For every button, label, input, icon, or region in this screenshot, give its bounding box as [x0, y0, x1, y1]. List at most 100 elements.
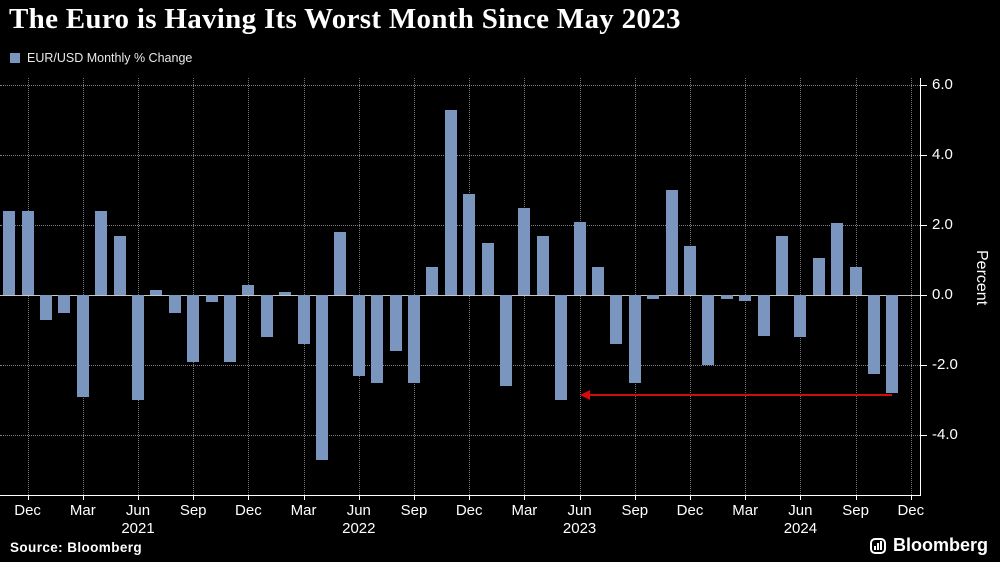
x-tick-mark: [634, 496, 636, 500]
x-year-label: 2021: [121, 520, 155, 537]
y-axis-title: Percent: [973, 250, 990, 306]
x-tick-label: Dec: [235, 502, 262, 519]
bar: [426, 267, 439, 296]
bar: [831, 223, 844, 296]
x-year-label: 2022: [342, 520, 376, 537]
gridline-h: [0, 155, 920, 157]
y-tick-label: 6.0: [932, 76, 953, 93]
bar: [849, 267, 862, 296]
bar: [812, 258, 825, 296]
bloomberg-wordmark: Bloomberg: [892, 535, 988, 555]
x-tick-mark: [690, 496, 691, 500]
bar: [444, 109, 457, 296]
y-tick-label: -2.0: [932, 356, 958, 374]
y-tick-mark: [920, 225, 927, 227]
plot-area: [0, 78, 920, 495]
x-tick-label: Dec: [897, 502, 925, 519]
gridline-v: [138, 78, 139, 495]
x-tick-label: Mar: [290, 502, 317, 519]
gridline-v: [414, 78, 415, 495]
y-axis-line: [920, 78, 921, 496]
x-year-label: 2024: [783, 520, 818, 537]
bar: [720, 295, 733, 299]
gridline-h: [0, 85, 920, 86]
x-tick-mark: [745, 496, 747, 500]
bar: [224, 295, 236, 362]
x-tick-mark: [910, 496, 912, 500]
x-tick-mark: [193, 496, 195, 500]
y-tick-label: 0.0: [932, 286, 953, 304]
bar: [3, 211, 16, 296]
y-tick-mark: [920, 435, 927, 437]
x-tick-label: Jun: [567, 502, 592, 519]
x-tick-mark: [303, 496, 305, 500]
x-tick-label: Dec: [676, 502, 704, 519]
x-tick-label: Dec: [14, 502, 41, 519]
x-tick-label: Sep: [621, 502, 649, 519]
bar: [886, 295, 899, 394]
bloomberg-brand: Bloomberg: [869, 535, 988, 556]
bar: [150, 290, 163, 296]
bar: [628, 295, 641, 383]
annotation-arrow-line: [589, 394, 893, 397]
bar: [757, 295, 770, 336]
bar: [573, 221, 586, 296]
x-tick-mark: [358, 496, 360, 500]
bar: [58, 295, 71, 313]
bar: [500, 295, 512, 387]
x-tick-mark: [855, 496, 857, 500]
bloomberg-logo-icon: [869, 537, 886, 554]
bar: [592, 267, 604, 296]
x-tick-mark: [82, 496, 84, 500]
x-tick-mark: [524, 496, 526, 500]
annotation-arrowhead-icon: [580, 390, 591, 401]
x-tick-mark: [579, 496, 581, 500]
x-tick-mark: [27, 496, 29, 500]
gridline-h: [0, 435, 920, 437]
bar: [168, 295, 181, 313]
y-tick-mark: [920, 365, 927, 367]
bar: [21, 211, 34, 296]
legend: EUR/USD Monthly % Change: [10, 51, 192, 65]
bar: [555, 295, 568, 401]
x-tick-label: Jun: [125, 502, 151, 519]
bar: [518, 207, 531, 296]
bar: [776, 235, 788, 296]
bar: [187, 295, 200, 362]
x-tick-label: Sep: [179, 502, 207, 519]
bar: [481, 242, 494, 296]
gridline-h: [0, 225, 920, 227]
x-tick-label: Sep: [842, 502, 869, 519]
gridline-v: [82, 78, 84, 495]
gridline-v: [745, 78, 747, 495]
legend-swatch-icon: [10, 53, 20, 63]
bar: [113, 235, 126, 296]
y-tick-mark: [920, 85, 927, 86]
x-tick-mark: [248, 496, 250, 500]
bar: [95, 211, 108, 296]
bar: [297, 295, 310, 345]
bar: [389, 295, 402, 352]
bar: [76, 295, 89, 397]
y-tick-mark: [920, 295, 927, 297]
bar: [260, 295, 273, 338]
source-credit: Source: Bloomberg: [10, 540, 143, 555]
bar: [242, 284, 255, 296]
bar: [408, 295, 420, 383]
bar: [684, 246, 696, 296]
x-year-label: 2023: [562, 520, 597, 537]
gridline-v: [303, 78, 305, 495]
x-tick-mark: [414, 496, 415, 500]
bar: [665, 190, 678, 296]
bar: [536, 235, 549, 296]
bar: [702, 295, 715, 366]
y-tick-label: 2.0: [932, 216, 953, 234]
gridline-v: [634, 78, 636, 495]
bar: [868, 295, 880, 375]
x-tick-label: Sep: [400, 502, 428, 519]
bar: [334, 232, 347, 296]
x-axis-line: [0, 495, 921, 496]
gridline-v: [910, 78, 912, 495]
bar: [40, 295, 52, 320]
